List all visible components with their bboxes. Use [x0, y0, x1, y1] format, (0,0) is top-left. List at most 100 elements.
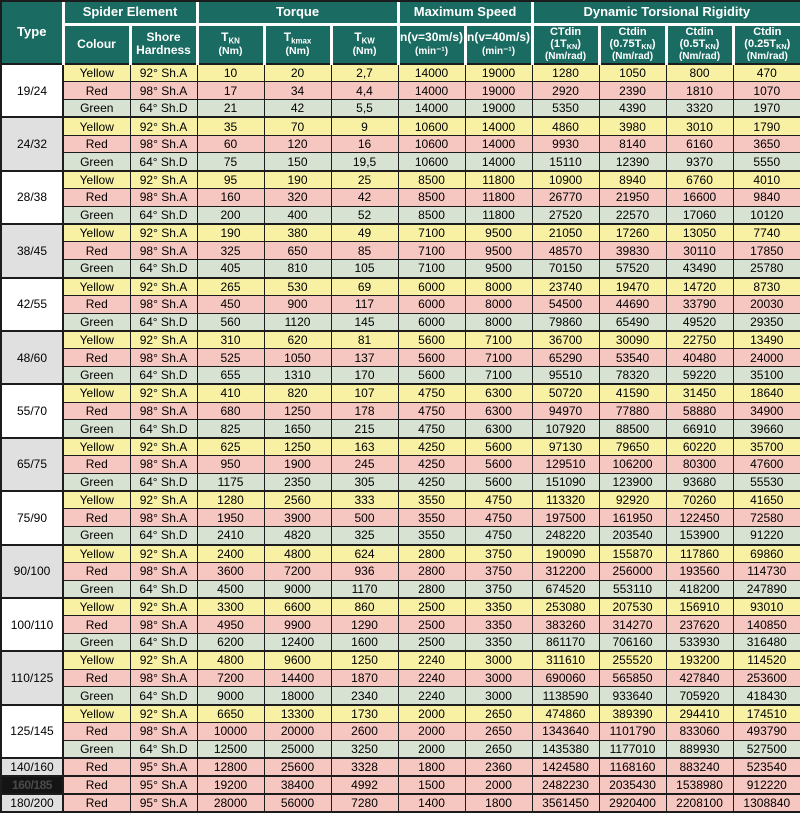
colour-cell: Red — [62, 668, 131, 688]
value-cell: 8730 — [732, 276, 800, 296]
colour-cell: Yellow — [62, 169, 131, 190]
value-cell: 883240 — [665, 757, 734, 777]
table-row: Green 64° Sh.D 12500 25000 3250 2000 2650 14353… — [2, 739, 800, 759]
value-cell: 207530 — [598, 596, 667, 617]
value-cell: 14000 — [397, 63, 466, 83]
colour-cell: Red — [62, 561, 131, 581]
table-row: Green 64° Sh.D 405 810 105 7100 9500 70150 57520… — [2, 259, 800, 279]
colour-cell: Red — [62, 241, 131, 261]
value-cell: 410 — [196, 383, 265, 403]
shore-hardness-cell: 98° Sh.A — [129, 348, 198, 368]
value-cell: 1308840 — [732, 792, 800, 812]
value-cell: 6000 — [397, 276, 466, 296]
value-cell: 11800 — [464, 205, 533, 225]
value-cell: 560 — [196, 312, 265, 332]
value-cell: 418200 — [665, 579, 734, 599]
value-cell: 3350 — [464, 633, 533, 652]
table-header: Type Spider Element Torque Maximum Speed… — [2, 2, 800, 65]
value-cell: 8000 — [464, 294, 533, 314]
value-cell: 4750 — [464, 490, 533, 510]
shore-hardness-cell: 92° Sh.A — [129, 276, 198, 296]
shore-hardness-cell: 98° Sh.A — [129, 668, 198, 688]
value-cell: 565850 — [598, 668, 667, 688]
shore-hardness-cell: 64° Sh.D — [129, 472, 198, 492]
colour-cell: Red — [62, 774, 131, 795]
col-header-ctdin-075tkn: Ctdin (0.75TKN) (Nm/rad) — [597, 22, 668, 65]
value-cell: 8940 — [598, 169, 667, 190]
value-cell: 25000 — [263, 739, 332, 759]
col-header-tkn: TKN (Nm) — [195, 22, 266, 65]
colour-cell: Red — [62, 81, 131, 101]
shore-hardness-cell: 98° Sh.A — [129, 134, 198, 154]
value-cell: 170 — [330, 366, 399, 385]
value-cell: 107920 — [531, 419, 600, 439]
colour-cell: Red — [62, 792, 131, 812]
value-cell: 2800 — [397, 543, 466, 563]
table-row: Red 98° Sh.A 325 650 85 7100 9500 48570 39830 301… — [2, 241, 800, 261]
value-cell: 19000 — [464, 99, 533, 118]
value-cell: 215 — [330, 419, 399, 439]
value-cell: 10120 — [732, 205, 800, 225]
value-cell: 3561450 — [531, 792, 600, 812]
value-cell: 9500 — [464, 223, 533, 243]
value-cell: 106200 — [598, 455, 667, 474]
value-cell: 474860 — [531, 703, 600, 723]
value-cell: 27520 — [531, 205, 600, 225]
value-cell: 129510 — [531, 455, 600, 474]
colour-cell: Green — [62, 686, 131, 706]
group-header-maximum-speed: Maximum Speed — [396, 2, 534, 26]
value-cell: 311610 — [531, 650, 600, 670]
value-cell: 55530 — [732, 472, 800, 492]
value-cell: 1790 — [732, 116, 800, 136]
value-cell: 4010 — [732, 169, 800, 190]
shore-hardness-cell: 64° Sh.D — [129, 419, 198, 439]
colour-cell: Yellow — [62, 436, 131, 457]
value-cell: 13490 — [732, 329, 800, 350]
value-cell: 52 — [330, 205, 399, 225]
value-cell: 6650 — [196, 703, 265, 723]
value-cell: 1730 — [330, 703, 399, 723]
table-row: Red 98° Sh.A 450 900 117 6000 8000 54500 44690 33… — [2, 294, 800, 314]
value-cell: 3900 — [263, 508, 332, 528]
value-cell: 30110 — [665, 241, 734, 261]
value-cell: 7100 — [464, 348, 533, 368]
shore-hardness-cell: 64° Sh.D — [129, 579, 198, 599]
type-cell: 28/38 — [2, 169, 64, 225]
value-cell: 12800 — [196, 757, 265, 777]
type-cell: 140/160 — [2, 757, 64, 777]
type-cell: 110/125 — [2, 650, 64, 706]
colour-cell: Green — [62, 526, 131, 546]
value-cell: 3750 — [464, 543, 533, 563]
value-cell: 15110 — [531, 152, 600, 172]
value-cell: 1101790 — [598, 721, 667, 741]
colour-cell: Yellow — [62, 63, 131, 83]
value-cell: 12500 — [196, 739, 265, 759]
shore-hardness-cell: 92° Sh.A — [129, 703, 198, 723]
value-cell: 49 — [330, 223, 399, 243]
value-cell: 44690 — [598, 294, 667, 314]
table-row: 65/75 Yellow 92° Sh.A 625 1250 163 4250 5600 971… — [2, 436, 800, 492]
value-cell: 21950 — [598, 188, 667, 207]
value-cell: 14000 — [464, 134, 533, 154]
value-cell: 933640 — [598, 686, 667, 706]
value-cell: 1250 — [263, 436, 332, 457]
table-row: Red 98° Sh.A 4950 9900 1290 2500 3350 383260 314… — [2, 615, 800, 634]
value-cell: 123900 — [598, 472, 667, 492]
colour-cell: Green — [62, 152, 131, 172]
value-cell: 9840 — [732, 188, 800, 207]
table-row: 48/60 Yellow 92° Sh.A 310 620 81 5600 7100 36700… — [2, 329, 800, 385]
shore-hardness-cell: 64° Sh.D — [129, 739, 198, 759]
table-row: Green 64° Sh.D 200 400 52 8500 11800 27520 22570… — [2, 205, 800, 225]
value-cell: 2400 — [196, 543, 265, 563]
value-cell: 3320 — [665, 99, 734, 118]
value-cell: 14720 — [665, 276, 734, 296]
value-cell: 5600 — [397, 348, 466, 368]
table-row: 42/55 Yellow 92° Sh.A 265 530 69 6000 8000 23740… — [2, 276, 800, 332]
value-cell: 860 — [330, 596, 399, 617]
value-cell: 2000 — [397, 739, 466, 759]
value-cell: 3350 — [464, 615, 533, 634]
value-cell: 12400 — [263, 633, 332, 652]
value-cell: 706160 — [598, 633, 667, 652]
value-cell: 247890 — [732, 579, 800, 599]
